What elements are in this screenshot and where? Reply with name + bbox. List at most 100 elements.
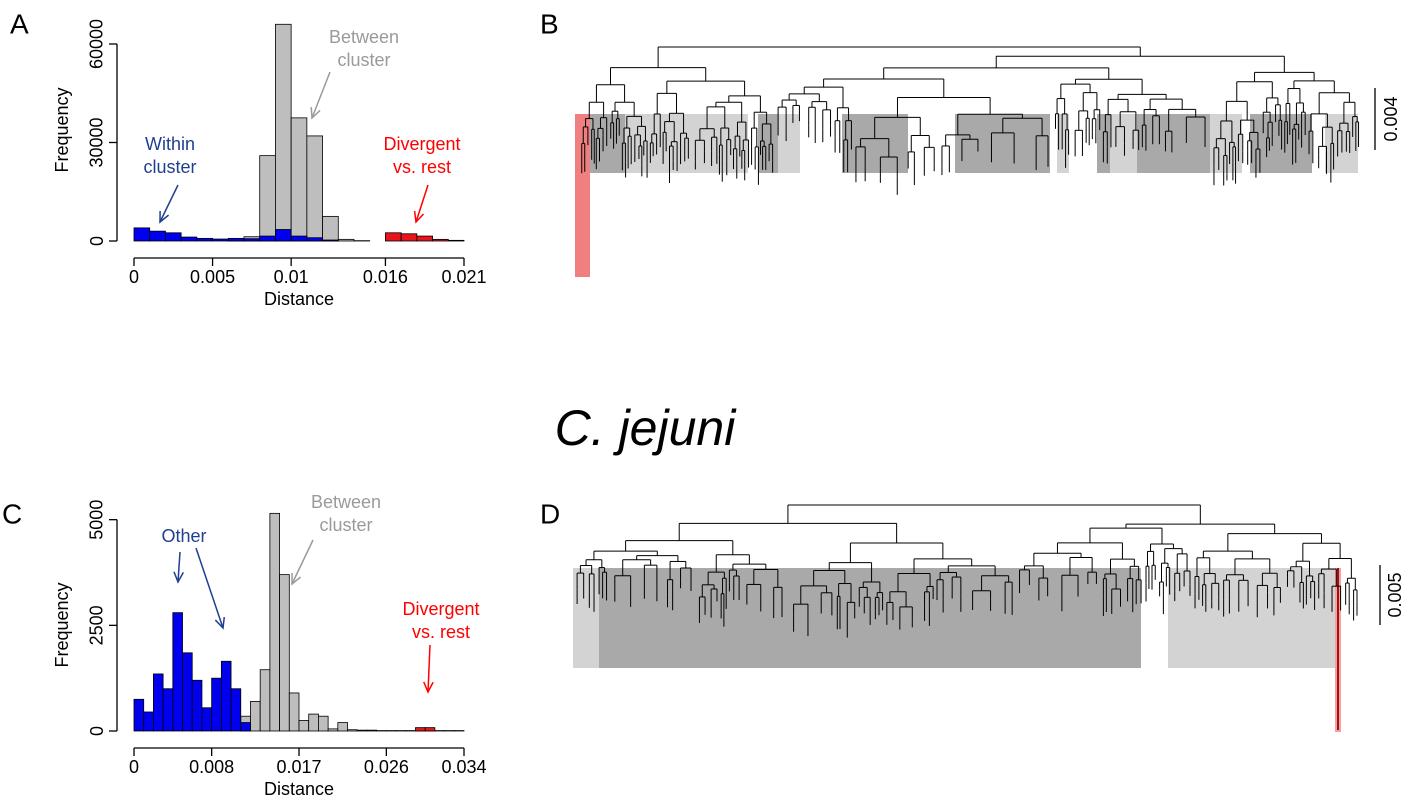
- x-tick-label: 0.034: [441, 757, 486, 777]
- y-tick-label: 2500: [87, 605, 107, 645]
- y-tick-label: 0: [87, 726, 107, 736]
- y-axis-label: Frequency: [52, 582, 72, 667]
- bar: [279, 574, 290, 732]
- tree-b: [581, 46, 1360, 195]
- bar: [240, 722, 251, 732]
- bar: [165, 232, 182, 242]
- x-axis-label: Distance: [264, 779, 334, 799]
- arrow-head: [173, 571, 185, 584]
- annotation: Between: [329, 27, 399, 47]
- y-tick-label: 30000: [87, 117, 107, 167]
- panel-letter: A: [10, 8, 29, 39]
- bar: [356, 729, 368, 732]
- bar: [172, 612, 183, 732]
- panel-letter: D: [540, 498, 560, 529]
- bar: [347, 729, 358, 732]
- arrow: [427, 644, 431, 693]
- scale-label: 0.004: [1381, 96, 1401, 141]
- bar: [275, 23, 292, 242]
- annotation: Divergent: [402, 599, 479, 619]
- panel-letter: B: [540, 8, 559, 39]
- arrow: [415, 184, 429, 223]
- bar: [149, 230, 166, 242]
- bar: [447, 239, 465, 242]
- y-tick-label: 0: [87, 236, 107, 246]
- bar: [366, 729, 378, 732]
- bar: [250, 701, 261, 732]
- bar: [227, 237, 245, 242]
- bar: [290, 235, 308, 242]
- bar: [322, 239, 339, 242]
- annotation: Within: [145, 134, 195, 154]
- bar: [212, 238, 229, 242]
- arrow: [195, 547, 224, 629]
- bar: [220, 660, 232, 732]
- arrow-head: [413, 210, 425, 224]
- bar: [275, 229, 292, 242]
- bar: [162, 688, 174, 732]
- bar: [269, 512, 280, 732]
- tree-d: [576, 504, 1358, 638]
- x-tick-label: 0: [129, 267, 139, 287]
- bar: [259, 155, 276, 242]
- x-tick-label: 0.026: [364, 757, 409, 777]
- bar: [306, 135, 323, 242]
- bar: [424, 727, 436, 732]
- annotation: Other: [161, 526, 206, 546]
- arrow: [177, 551, 181, 583]
- arrow-head: [214, 616, 226, 630]
- arrow: [159, 184, 179, 223]
- figure-title: C. jejuni: [555, 400, 738, 456]
- bar: [327, 728, 339, 732]
- x-tick-label: 0.016: [363, 267, 408, 287]
- annotation: Divergent: [383, 134, 460, 154]
- bar: [153, 673, 164, 732]
- bar: [400, 233, 418, 242]
- bar: [432, 238, 449, 242]
- annotation: vs. rest: [412, 622, 470, 642]
- arrow-head: [423, 681, 434, 694]
- bar: [201, 707, 213, 732]
- scale-label: 0.005: [1385, 572, 1405, 617]
- arrow-head: [310, 106, 321, 120]
- x-tick-label: 0.005: [190, 267, 235, 287]
- bar: [133, 698, 145, 732]
- tree-b-shading: [575, 114, 1358, 277]
- x-axis-label: Distance: [264, 289, 334, 309]
- annotation: Between: [311, 492, 381, 512]
- x-tick-label: 0.01: [274, 267, 309, 287]
- panel-letter: C: [2, 498, 22, 529]
- arrow-head: [291, 572, 302, 586]
- y-axis-label: Frequency: [52, 87, 72, 172]
- bar: [180, 236, 198, 242]
- annotation: cluster: [319, 515, 372, 535]
- bar: [288, 692, 300, 732]
- bar: [133, 227, 151, 242]
- bar: [308, 713, 319, 732]
- annotation: cluster: [337, 50, 390, 70]
- arrow: [311, 71, 331, 119]
- bar: [243, 238, 261, 242]
- x-tick-label: 0.021: [441, 267, 486, 287]
- annotation: vs. rest: [393, 157, 451, 177]
- bar: [259, 235, 276, 242]
- tree-d-shading: [573, 568, 1341, 732]
- bar: [191, 679, 203, 732]
- bar: [306, 237, 323, 242]
- y-tick-label: 5000: [87, 500, 107, 540]
- bar: [196, 237, 213, 242]
- bar: [290, 117, 308, 242]
- annotation: cluster: [143, 157, 196, 177]
- bar: [298, 720, 310, 732]
- bar: [337, 238, 355, 242]
- bar: [318, 715, 329, 732]
- bar: [337, 722, 348, 732]
- bar: [416, 235, 433, 242]
- bar: [259, 669, 271, 732]
- bar: [211, 677, 222, 732]
- arrow: [291, 539, 314, 585]
- bar: [385, 232, 402, 242]
- x-tick-label: 0.008: [189, 757, 234, 777]
- bar: [230, 688, 242, 732]
- arrow-head: [159, 210, 170, 224]
